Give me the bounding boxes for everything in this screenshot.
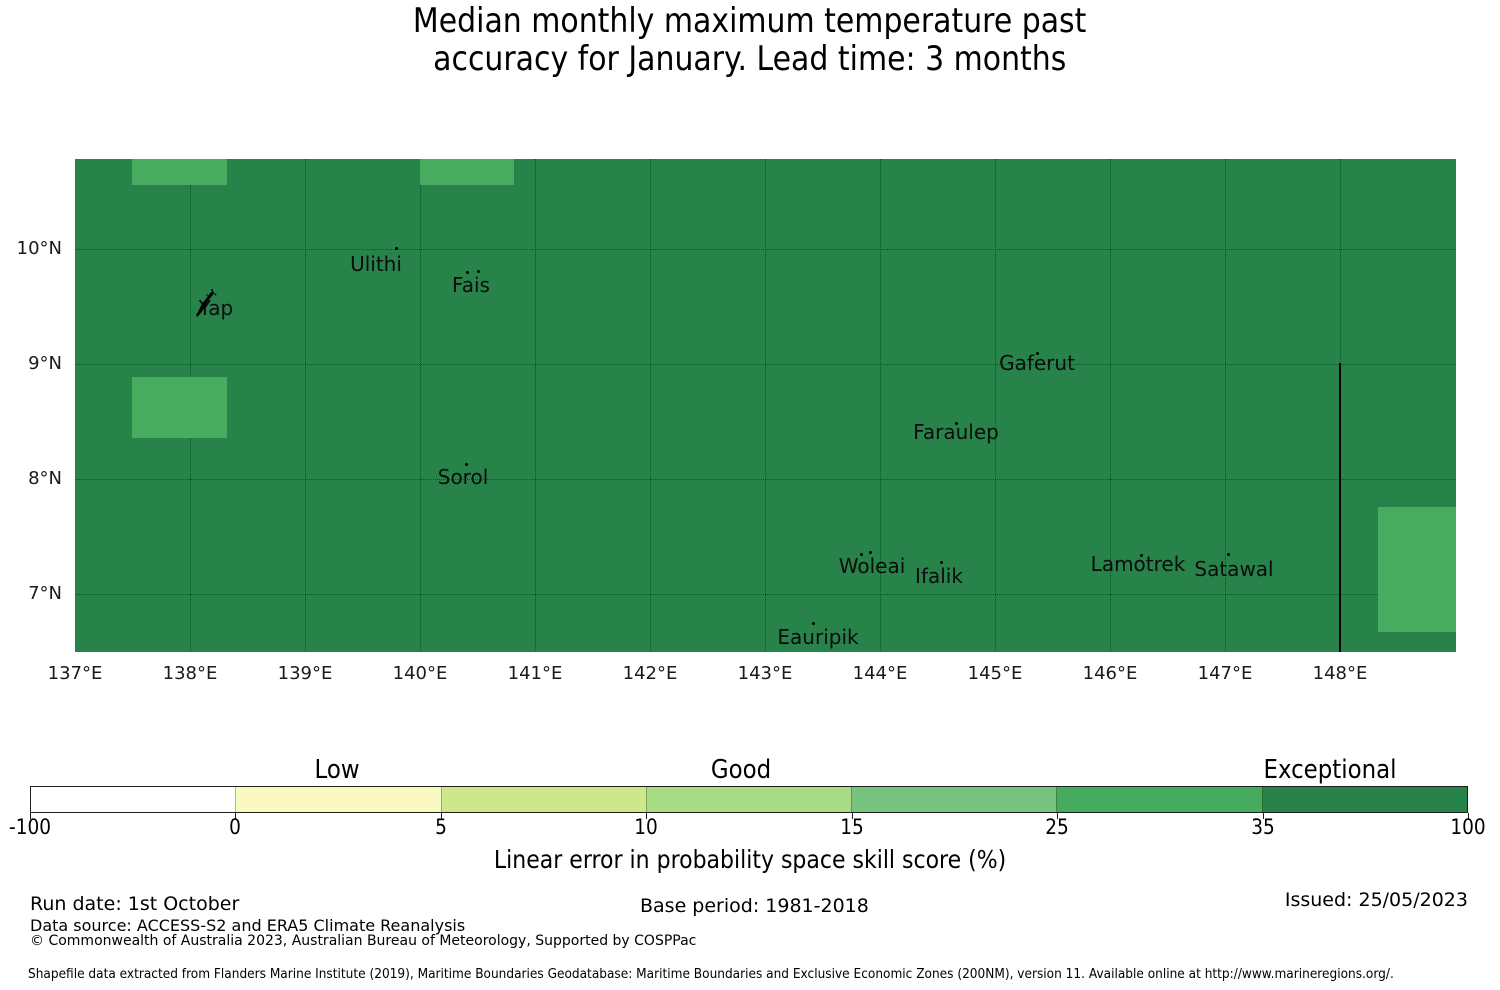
colorbar-tick [1468,813,1469,819]
colorbar-tick-label: 35 [1251,815,1275,839]
map-gridline-vertical [650,159,651,652]
colorbar-tick-label: -100 [9,815,51,839]
map-gridline-vertical [305,159,306,652]
map-gridline-vertical [535,159,536,652]
map-gridline-horizontal [75,594,1456,595]
colorbar [30,786,1468,813]
colorbar-segment [440,787,646,812]
y-tick-label: 7°N [28,583,62,604]
x-tick-label: 147°E [1197,663,1253,684]
map-plot [75,159,1456,652]
colorbar-category-label-low: Low [314,755,360,785]
x-tick-label: 137°E [47,663,103,684]
x-tick-label: 143°E [737,663,793,684]
x-tick-label: 138°E [162,663,218,684]
colorbar-caption-text: Linear error in probability space skill … [493,845,1007,874]
colorbar-segment [235,787,441,812]
colorbar-segment [1056,787,1262,812]
x-tick-label: 140°E [392,663,448,684]
colorbar-segment [851,787,1057,812]
y-tick-label: 9°N [28,353,62,374]
page-title-line1: Median monthly maximum temperature past [413,1,1087,41]
x-tick-label: 146°E [1082,663,1138,684]
footer-shapefile-text: Shapefile data extracted from Flanders M… [28,966,1394,982]
x-tick-label: 139°E [277,663,333,684]
colorbar-tick-label: 15 [840,815,864,839]
y-tick-label: 10°N [16,238,62,259]
footer-issued-date: Issued: 25/05/2023 [1284,889,1468,911]
x-tick-label: 145°E [967,663,1023,684]
y-axis: 10°N 9°N 8°N 7°N [0,0,62,990]
footer-base-period: Base period: 1981-2018 [640,895,869,917]
colorbar-tick [852,813,853,819]
colorbar-caption: Linear error in probability space skill … [0,845,1500,874]
map-gridline-vertical [420,159,421,652]
x-tick-label: 141°E [507,663,563,684]
page-title: Median monthly maximum temperature past … [0,2,1500,78]
colorbar-tick-label: 25 [1045,815,1069,839]
colorbar-segment [1261,787,1467,812]
colorbar-tick [646,813,647,819]
footer-data-source: Data source: ACCESS-S2 and ERA5 Climate … [30,916,466,935]
footer-shapefile-credit: Shapefile data extracted from Flanders M… [28,966,1500,982]
y-tick-label: 8°N [28,468,62,489]
map-gridline-horizontal [75,364,1456,365]
map-skill-patch [1378,507,1456,632]
colorbar-tick-label: 100 [1450,815,1486,839]
x-tick-label: 142°E [622,663,678,684]
colorbar-tick-label: 10 [634,815,658,839]
x-tick-label: 148°E [1312,663,1368,684]
footer-run-date: Run date: 1st October [30,893,240,915]
eez-boundary-line [1339,363,1341,652]
page-title-line2: accuracy for January. Lead time: 3 month… [433,39,1067,79]
colorbar-tick-label: 0 [229,815,241,839]
map-gridline-horizontal [75,479,1456,480]
map-gridline-vertical [880,159,881,652]
colorbar-tick [30,813,31,819]
colorbar-tick-label: 5 [435,815,447,839]
footer-copyright: © Commonwealth of Australia 2023, Austra… [30,933,697,949]
map-gridline-vertical [1110,159,1111,652]
map-skill-patch [420,159,514,185]
x-tick-label: 144°E [852,663,908,684]
colorbar-tick [441,813,442,819]
map-skill-patch [132,377,227,438]
map-gridline-vertical [765,159,766,652]
x-axis: 137°E 138°E 139°E 140°E 141°E 142°E 143°E 144°E… [48,663,1456,687]
map-gridline-horizontal [75,249,1456,250]
colorbar-segment [645,787,852,812]
colorbar-category-label-exceptional: Exceptional [1263,755,1397,785]
colorbar-category-label-good: Good [710,755,772,785]
colorbar-tick [1057,813,1058,819]
map-gridline-vertical [1225,159,1226,652]
colorbar-tick [235,813,236,819]
colorbar-tick [1263,813,1264,819]
map-gridline-vertical [995,159,996,652]
map-skill-patch [132,159,227,185]
colorbar-segment [31,787,236,812]
